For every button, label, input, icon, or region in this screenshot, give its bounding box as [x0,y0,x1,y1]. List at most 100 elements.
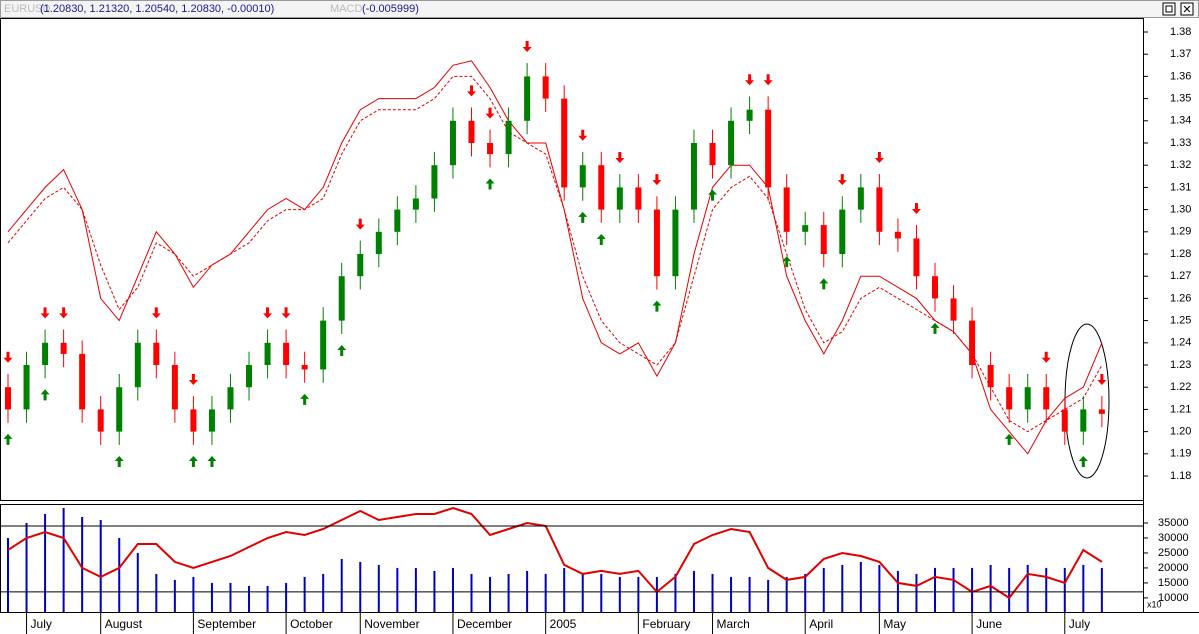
y-tick-label: 1.34 [1170,115,1191,127]
y-tick-label: 1.25 [1170,315,1191,327]
candle-body [60,342,67,354]
candle-body [449,120,456,166]
y-tick-label: 1.29 [1170,226,1191,238]
maximize-button[interactable] [1162,2,1176,16]
x-tick-label: February [642,617,690,631]
candle-body [1098,409,1105,414]
candle-body [153,342,160,366]
sell-arrow [837,174,847,186]
sell-arrow [1041,351,1051,363]
candle-body [894,231,901,239]
candle-body [357,254,364,277]
sell-arrow [485,107,495,119]
buy-arrow [40,389,50,401]
x-tick-label: May [883,617,906,631]
candle-body [969,320,976,366]
candle-body [412,198,419,210]
maximize-icon [1165,5,1173,13]
sell-arrow [40,307,50,319]
y-tick-label: 15000 [1158,577,1189,589]
y-tick-label: 1.22 [1170,381,1191,393]
sell-arrow [355,218,365,230]
sell-arrow [652,174,662,186]
sell-arrow [3,351,13,363]
x-tick-label: August [105,617,143,631]
y-tick-label: 35000 [1158,517,1189,529]
candle-body [431,165,438,199]
y-tick-label: 1.32 [1170,159,1191,171]
y-tick-label: 1.35 [1170,92,1191,104]
candle-body [913,238,920,277]
y-tick-label: 1.26 [1170,292,1191,304]
candle-body [375,231,382,255]
candle-body [301,365,308,370]
candle-body [672,209,679,277]
candle-body [820,225,827,255]
buy-arrow [652,300,662,312]
candle-body [97,409,104,432]
indicator-faded: MACD [330,3,362,15]
sell-arrow [615,151,625,163]
candle-body [394,209,401,232]
candle-body [116,387,123,432]
candle-body [876,187,883,232]
buy-arrow [114,456,124,468]
candle-body [468,120,475,143]
buy-arrow [1078,456,1088,468]
sell-arrow [467,85,476,97]
candle-body [542,76,549,99]
candle-body [839,209,846,255]
candle-body [208,409,215,432]
x-tick-label: July [31,617,52,631]
y-tick-label: 1.33 [1170,137,1191,149]
buy-arrow [485,178,495,190]
quote-text: (1.20830, 1.21320, 1.20540, 1.20830, -0.… [40,3,274,15]
y-tick-label: 25000 [1158,547,1189,559]
buy-arrow [819,278,829,290]
candle-body [783,187,790,232]
x-tick-label: April [809,617,833,631]
buy-arrow [708,189,718,201]
candle-body [857,187,864,210]
candle-body [561,98,568,188]
band-line [7,60,1103,455]
candle-body [524,76,531,121]
y-tick-label: 1.19 [1170,448,1191,460]
candle-body [765,109,772,188]
close-icon [1183,5,1191,13]
buy-arrow [188,456,198,468]
candle-body [23,365,30,410]
candle-body [246,365,253,388]
candle-body [616,187,623,210]
candle-body [171,365,178,410]
x-tick-label: September [197,617,256,631]
x-tick-label: June [976,617,1002,631]
y-tick-label: 1.30 [1170,204,1191,216]
candle-body [709,142,716,166]
buy-arrow [207,456,217,468]
candle-body [227,387,234,410]
y-tick-label: 1.21 [1170,403,1191,415]
x-tick-label: 2005 [550,617,577,631]
y-tick-label: 1.24 [1170,337,1191,349]
sell-arrow [263,307,273,319]
candle-body [505,120,512,155]
sell-arrow [188,373,198,385]
candle-body [802,225,809,232]
indicator-line [7,506,1103,600]
buy-arrow [930,322,940,334]
sell-arrow [745,74,755,86]
x-tick-label: July [1069,617,1090,631]
y-tick-label: 1.38 [1170,26,1191,38]
buy-arrow [1004,433,1014,445]
y-tick-label: 1.20 [1170,426,1191,438]
candle-body [5,387,11,410]
plot-layer: 1.18 1.19 1.20 1.21 1.22 1.23 1.24 1.25 1.26 1.27… [0,26,1191,634]
y-tick-label: 1.23 [1170,359,1191,371]
symbol-faded: EURUSD [4,3,51,15]
sell-arrow [911,203,921,215]
sell-arrow [763,74,773,86]
